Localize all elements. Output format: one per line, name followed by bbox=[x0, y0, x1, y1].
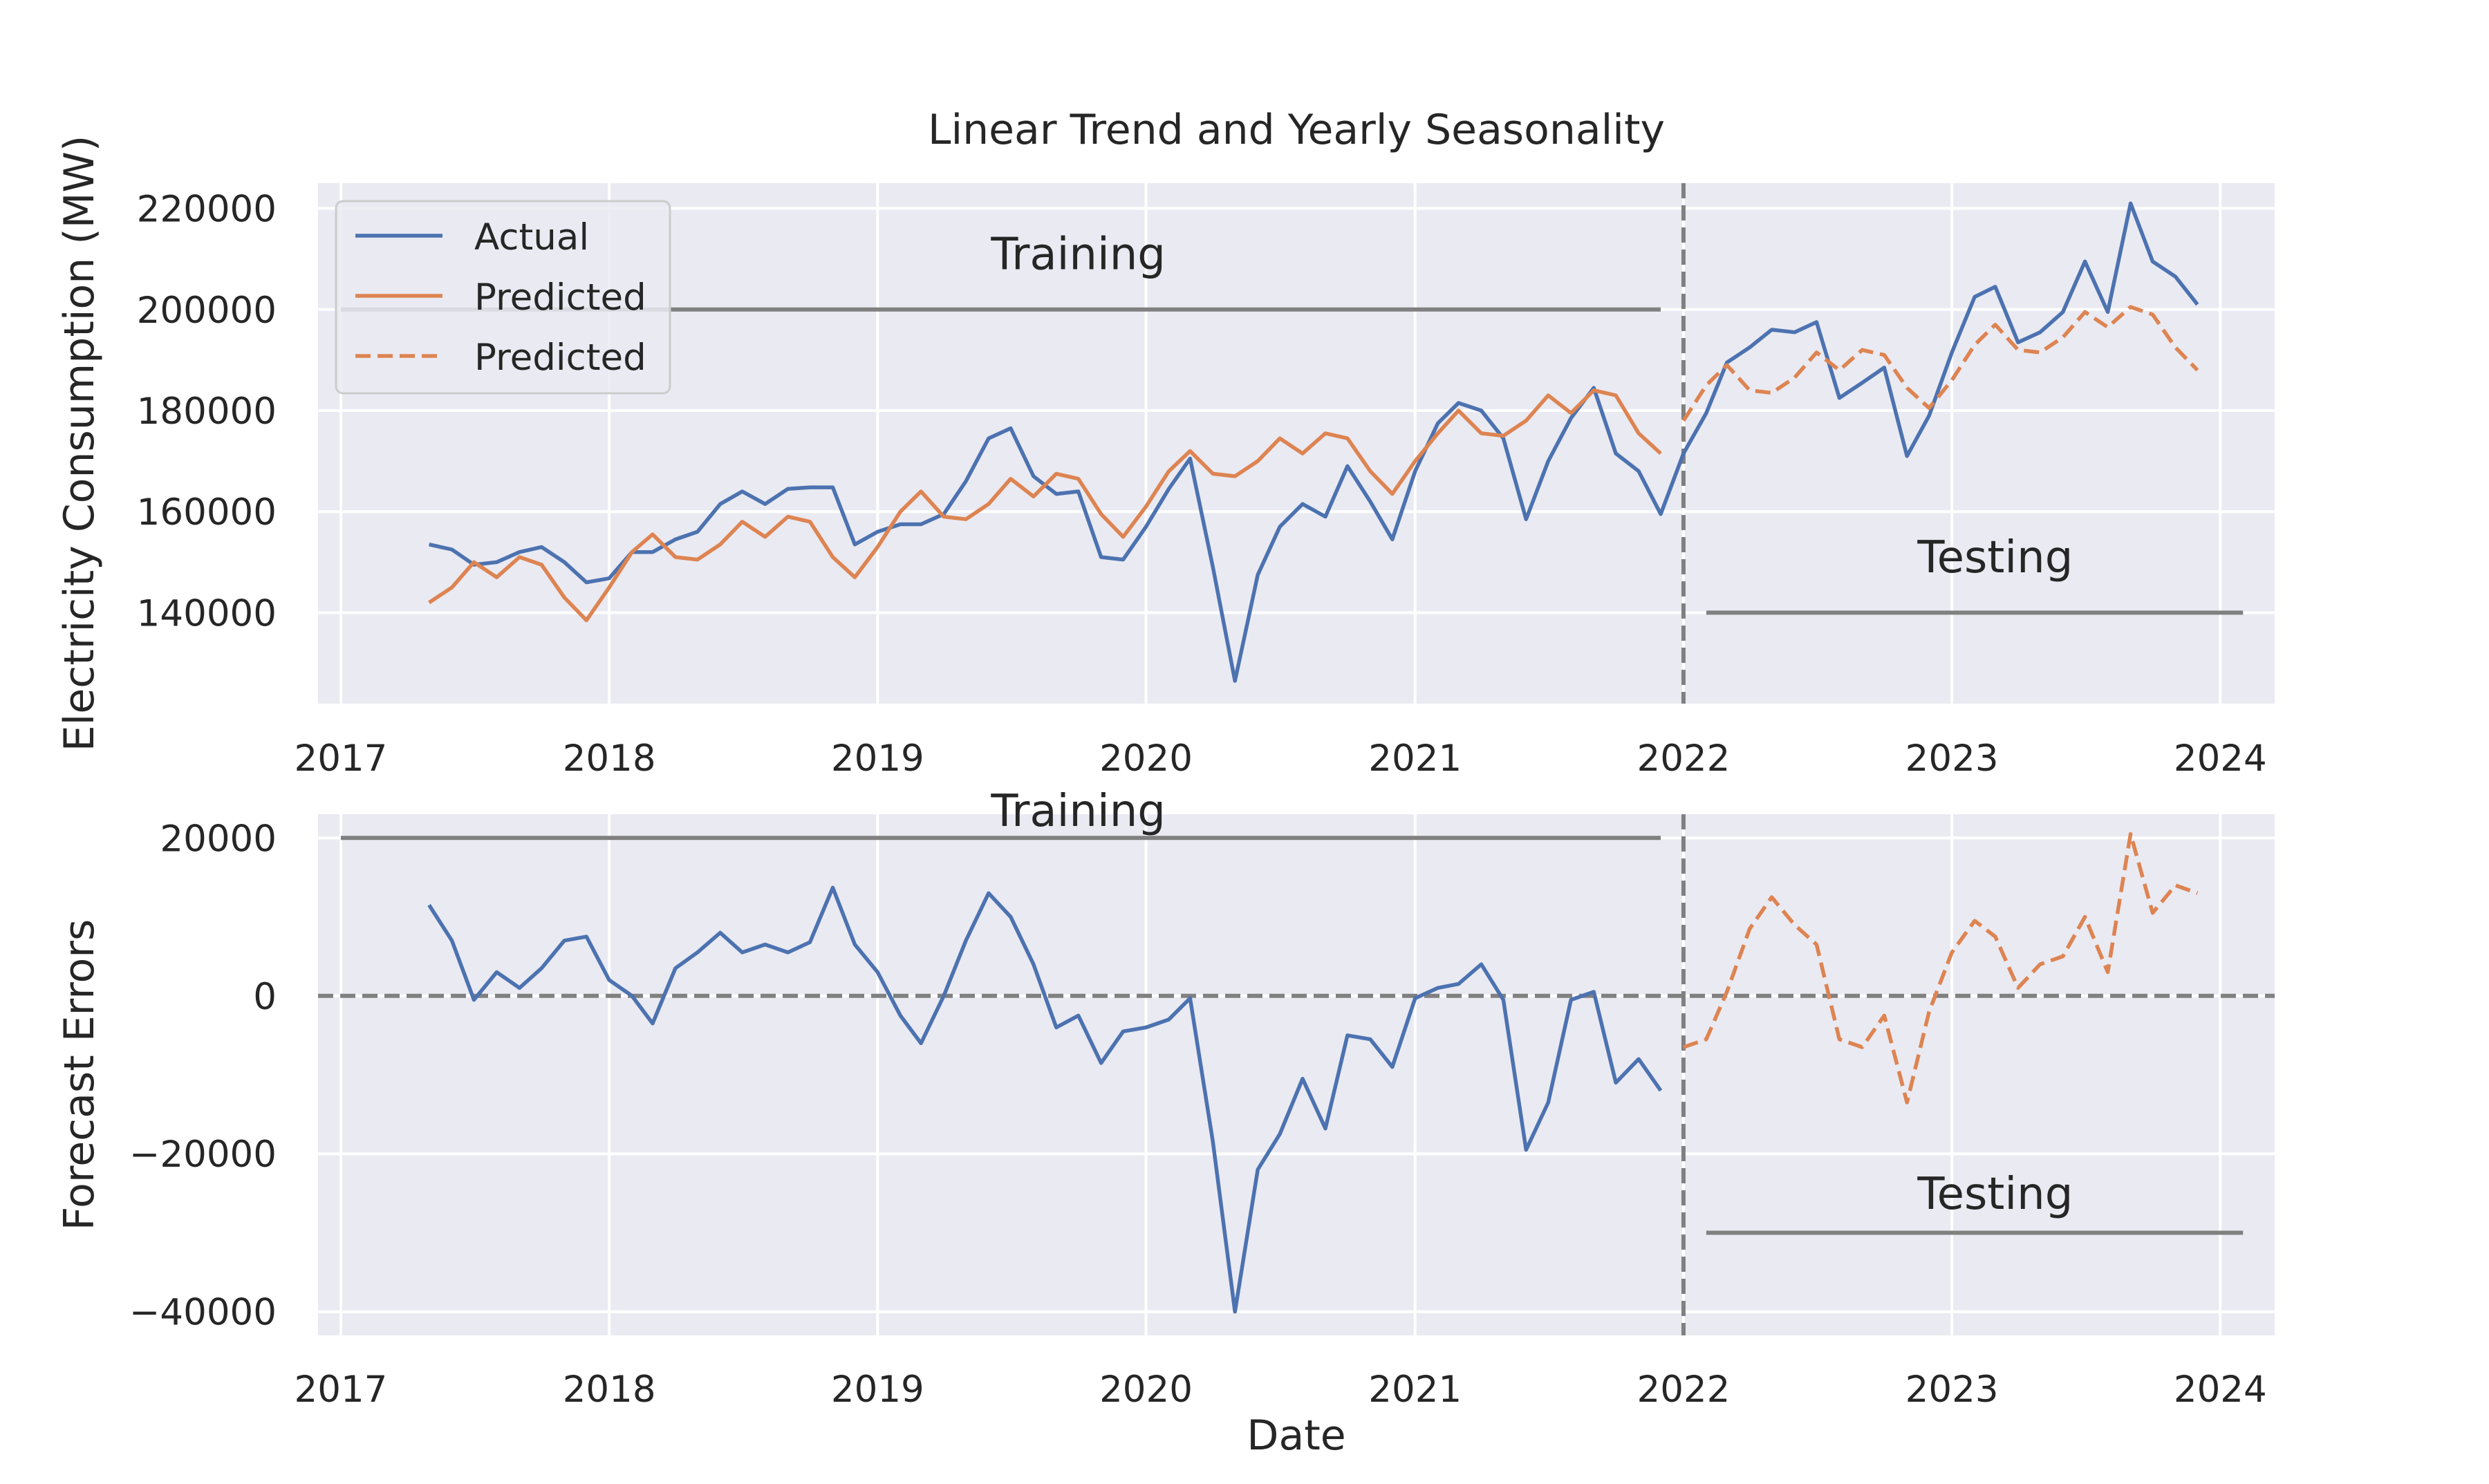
x-axis-label: Date bbox=[1247, 1411, 1345, 1460]
annotation-testing: Testing bbox=[1917, 1169, 2073, 1220]
annotation-training: Training bbox=[990, 229, 1166, 280]
series-line-0 bbox=[429, 201, 2199, 683]
y-tick-label: 200000 bbox=[137, 290, 277, 332]
y-tick-label: 180000 bbox=[137, 391, 277, 433]
y-tick-label: −20000 bbox=[129, 1134, 277, 1176]
x-tick-label: 2023 bbox=[1905, 738, 1999, 780]
annotation-testing: Testing bbox=[1917, 532, 2073, 583]
x-tick-label: 2017 bbox=[295, 738, 388, 780]
x-tick-label: 2017 bbox=[295, 1369, 388, 1411]
annotation-training: Training bbox=[990, 786, 1166, 837]
x-tick-label: 2021 bbox=[1368, 738, 1462, 780]
x-tick-label: 2019 bbox=[831, 738, 924, 780]
legend-label: Actual bbox=[474, 216, 589, 259]
x-tick-label: 2018 bbox=[563, 738, 656, 780]
y-tick-label: 160000 bbox=[137, 491, 277, 534]
series-line-2 bbox=[1681, 305, 2199, 422]
x-tick-label: 2018 bbox=[563, 1369, 656, 1411]
x-tick-label: 2023 bbox=[1905, 1369, 1999, 1411]
chart-title: Linear Trend and Yearly Seasonality bbox=[928, 106, 1665, 154]
y-axis-label: Forecast Errors bbox=[55, 919, 104, 1230]
top-panel: 2017 2018 2019 2020 2021 2022 2023 2024 140000 16… bbox=[55, 106, 2275, 780]
y-tick-label: 140000 bbox=[137, 592, 277, 635]
legend-label: Predicted bbox=[474, 276, 646, 319]
legend-box bbox=[335, 200, 671, 395]
x-tick-label: 2024 bbox=[2174, 1369, 2267, 1411]
legend: Actual Predicted Predicted bbox=[335, 200, 671, 395]
series-line-1 bbox=[1683, 832, 2199, 1105]
bottom-panel: 2017 2018 2019 2020 2021 2022 2023 2024 −40000 −2… bbox=[55, 786, 2275, 1460]
x-tick-label: 2021 bbox=[1368, 1369, 1462, 1411]
x-tick-label: 2022 bbox=[1637, 1369, 1730, 1411]
y-tick-label: 20000 bbox=[160, 818, 277, 860]
legend-label: Predicted bbox=[474, 337, 646, 379]
series-line-0 bbox=[427, 885, 1663, 1314]
x-tick-label: 2022 bbox=[1637, 738, 1730, 780]
x-tick-label: 2019 bbox=[831, 1369, 924, 1411]
plot-area bbox=[318, 814, 2275, 1335]
x-tick-label: 2024 bbox=[2174, 738, 2267, 780]
y-tick-label: 220000 bbox=[137, 189, 277, 231]
y-axis-label: Electricity Consumption (MW) bbox=[55, 135, 104, 751]
x-tick-label: 2020 bbox=[1099, 1369, 1193, 1411]
y-tick-label: −40000 bbox=[129, 1292, 277, 1334]
y-tick-label: 0 bbox=[253, 976, 277, 1018]
x-tick-label: 2020 bbox=[1099, 738, 1193, 780]
series-line-1 bbox=[428, 388, 1662, 623]
